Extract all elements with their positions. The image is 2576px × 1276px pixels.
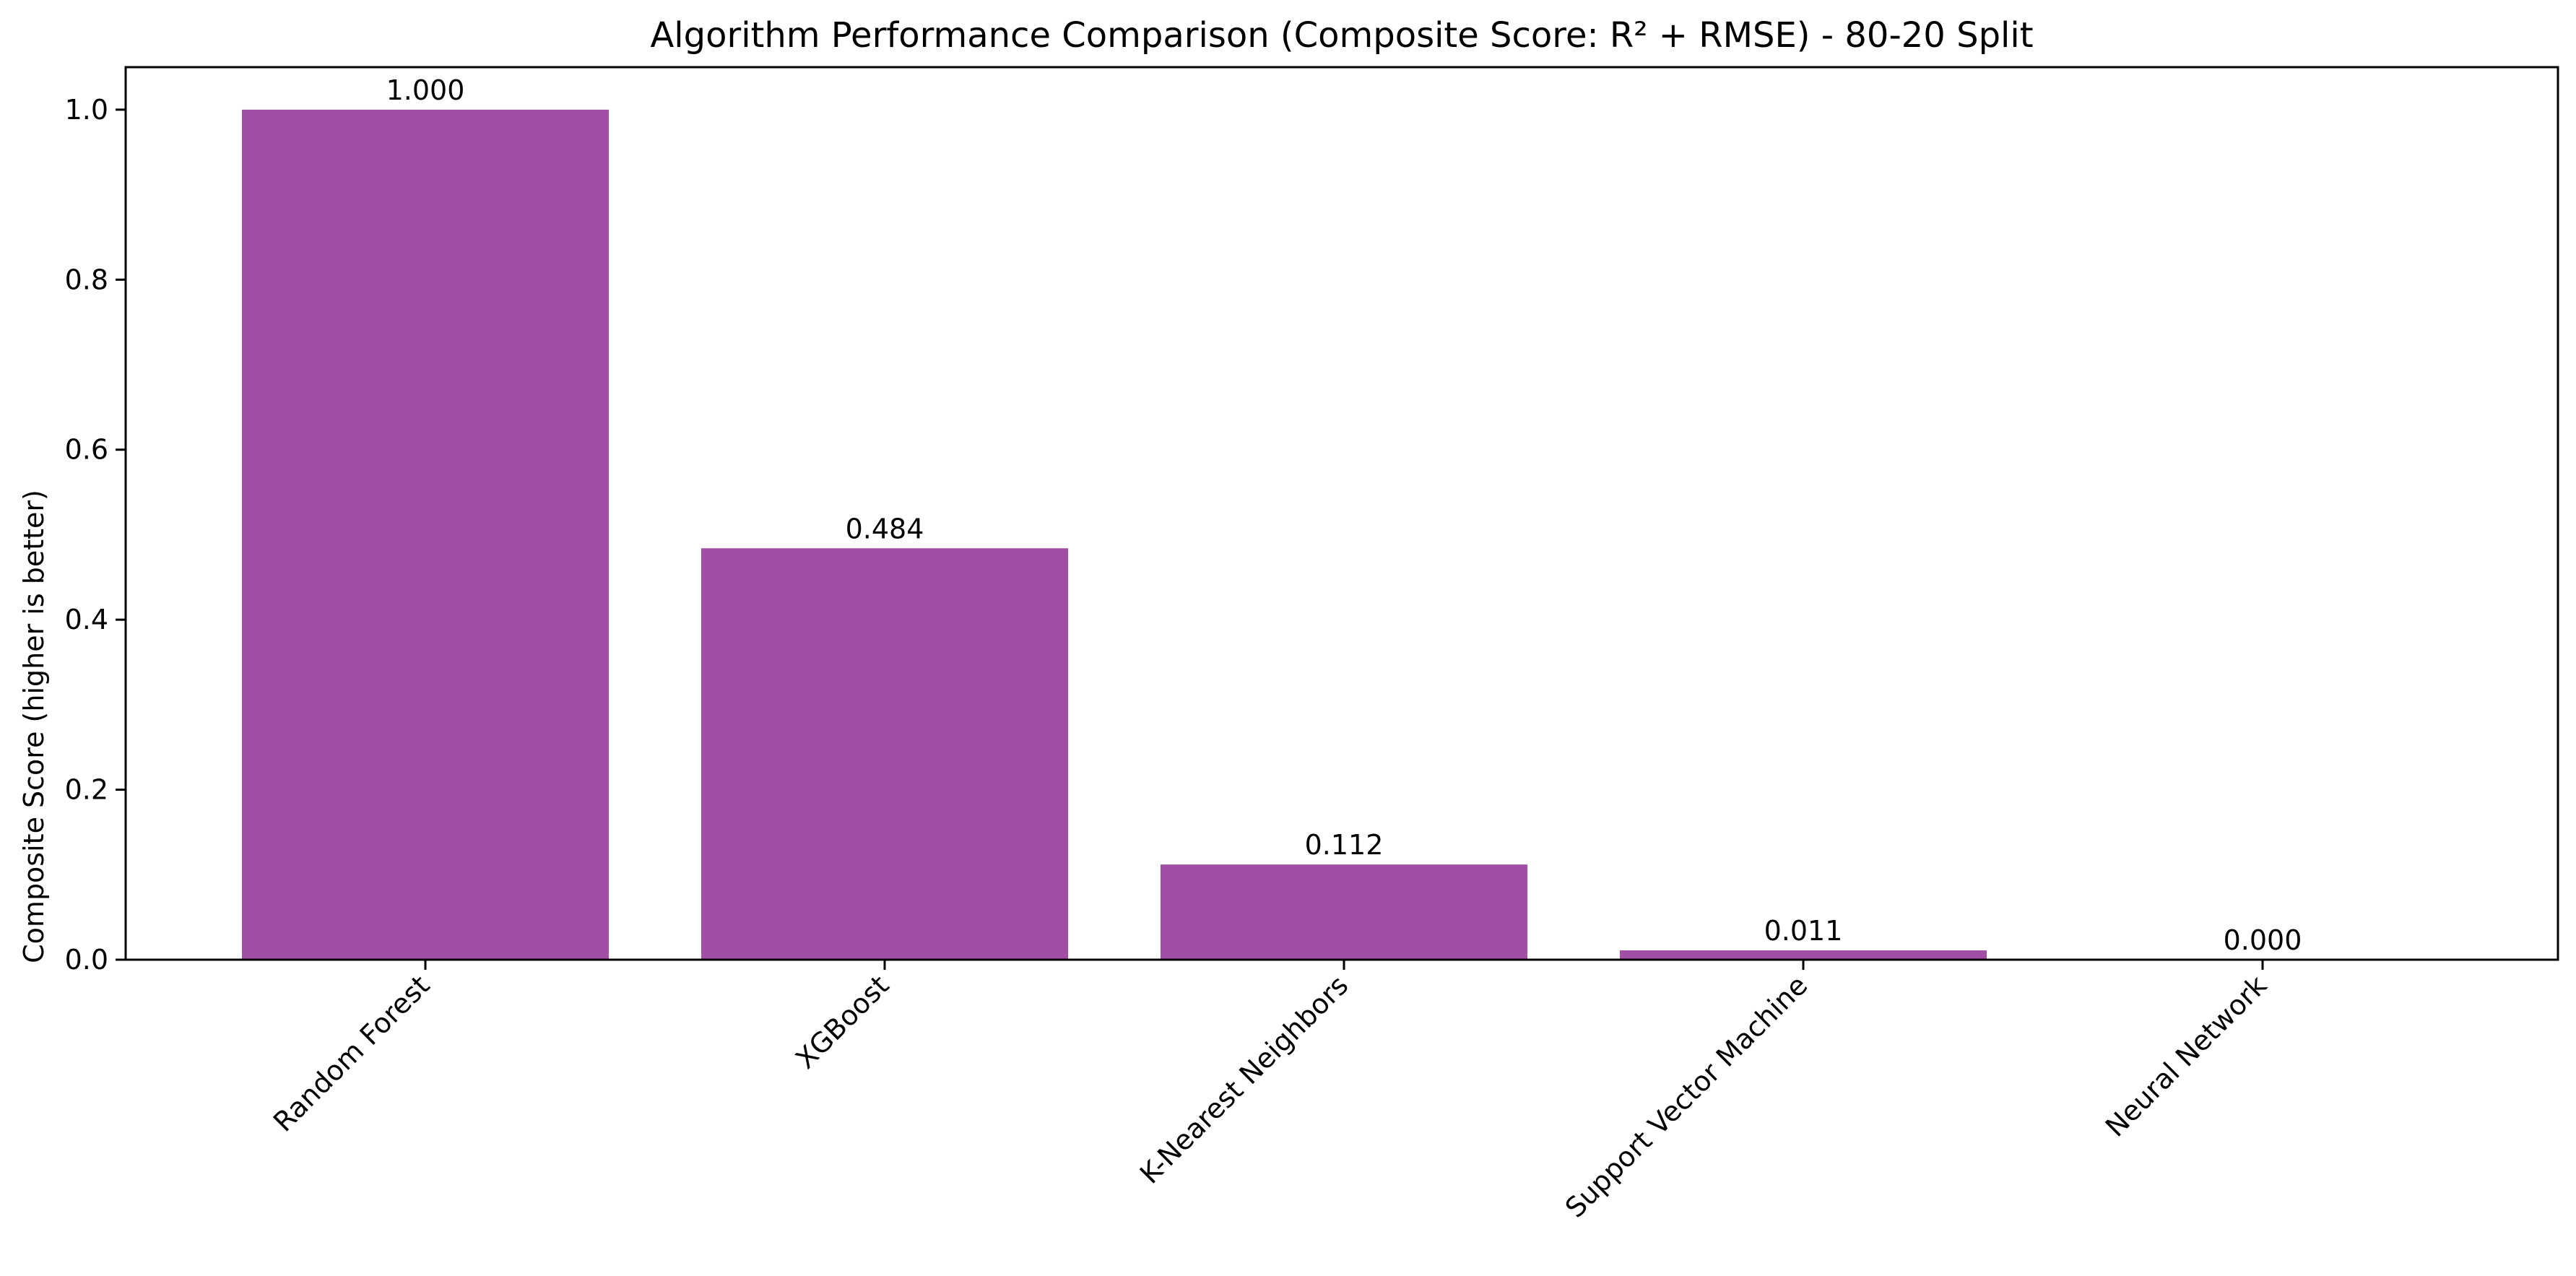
- y-tick-label: 1.0: [65, 94, 108, 126]
- x-tick-label: K-Nearest Neighbors: [1134, 969, 1355, 1190]
- y-tick-label: 0.4: [65, 604, 108, 635]
- x-tick-label: XGBoost: [789, 969, 895, 1075]
- data-label: 0.011: [1764, 915, 1843, 947]
- data-label: 0.484: [846, 513, 924, 544]
- x-axis-ticks: Random Forest XGBoost K-Nearest Neighbors S…: [267, 960, 2273, 1224]
- y-tick-label: 0.2: [65, 774, 108, 806]
- data-label: 1.000: [386, 74, 465, 106]
- y-tick-label: 0.6: [65, 434, 108, 466]
- y-tick-label: 0.0: [65, 944, 108, 976]
- y-axis-ticks: 0.0 0.2 0.4 0.6 0.8 1.0: [65, 94, 126, 976]
- bars-group: [242, 109, 1987, 960]
- bar-support-vector-machine: [1620, 950, 1987, 960]
- bar-xgboost: [701, 548, 1068, 960]
- data-label: 0.112: [1305, 829, 1384, 861]
- bar-random-forest: [242, 109, 609, 960]
- plot-frame: [124, 66, 2559, 961]
- y-axis-label: Composite Score (higher is better): [18, 490, 50, 963]
- chart-title: Algorithm Performance Comparison (Compos…: [650, 15, 2033, 56]
- x-tick-label: Neural Network: [2099, 969, 2273, 1142]
- data-label: 0.000: [2224, 924, 2302, 956]
- x-tick-label: Support Vector Machine: [1559, 969, 1814, 1224]
- data-labels-group: 1.000 0.484 0.112 0.011 0.000: [386, 74, 2302, 956]
- x-tick-label: Random Forest: [267, 969, 435, 1137]
- y-tick-label: 0.8: [65, 264, 108, 295]
- bar-k-nearest-neighbors: [1161, 864, 1527, 960]
